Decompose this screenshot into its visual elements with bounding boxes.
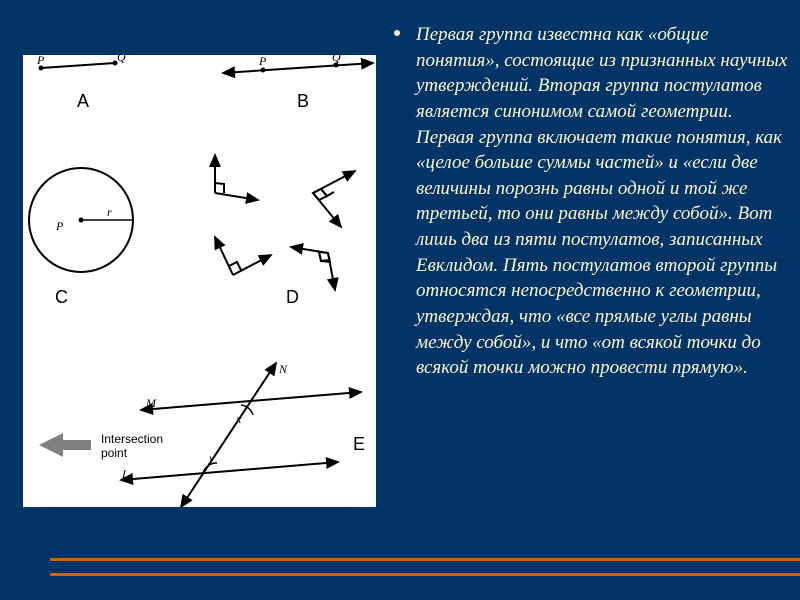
panel-a: P Q A bbox=[36, 55, 126, 111]
svg-text:r: r bbox=[107, 205, 112, 219]
svg-text:y: y bbox=[208, 451, 215, 465]
panel-b-label: B bbox=[297, 91, 309, 111]
svg-text:P: P bbox=[55, 219, 64, 233]
svg-text:L: L bbox=[121, 467, 129, 481]
slide: P Q A P Q B P r C bbox=[0, 0, 800, 600]
svg-text:Q: Q bbox=[117, 55, 126, 64]
bullet-icon bbox=[394, 30, 400, 36]
divider-1 bbox=[50, 558, 800, 561]
divider-2 bbox=[50, 573, 800, 576]
intersection-arrow-icon bbox=[39, 433, 91, 457]
panel-c: P r C bbox=[29, 168, 133, 307]
panel-e: N M L x y Intersection point E bbox=[39, 362, 365, 507]
panel-d-label: D bbox=[286, 287, 299, 307]
svg-text:P: P bbox=[36, 55, 45, 67]
panel-e-label: E bbox=[353, 434, 365, 454]
svg-text:point: point bbox=[101, 446, 128, 460]
svg-text:P: P bbox=[258, 55, 267, 68]
svg-text:x: x bbox=[235, 412, 242, 426]
svg-text:Q: Q bbox=[332, 55, 341, 64]
geometry-figure: P Q A P Q B P r C bbox=[23, 55, 376, 507]
panel-a-label: A bbox=[77, 91, 89, 111]
panel-b: P Q B bbox=[223, 55, 373, 111]
svg-text:N: N bbox=[278, 362, 288, 376]
panel-c-label: C bbox=[55, 287, 68, 307]
intersection-label: Intersection bbox=[101, 432, 163, 446]
panel-d: D bbox=[215, 155, 355, 307]
body-text: Первая группа известна как «общие поняти… bbox=[416, 22, 791, 381]
svg-text:M: M bbox=[145, 396, 157, 410]
